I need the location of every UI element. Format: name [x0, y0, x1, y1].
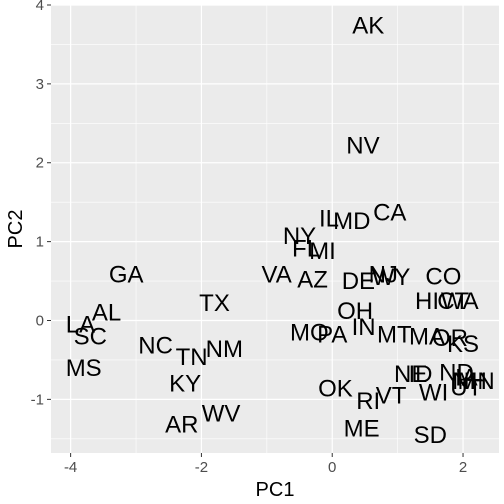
state-label-ca: CA: [373, 199, 406, 226]
y-tick-label: 3: [36, 76, 44, 93]
x-tick-label: -2: [195, 459, 208, 476]
state-label-ut: UT: [450, 375, 482, 402]
state-label-tn: TN: [176, 344, 208, 371]
state-label-wa: WA: [441, 288, 479, 315]
state-label-vt: VT: [376, 382, 407, 409]
state-label-hi: HI: [415, 288, 439, 315]
state-label-ky: KY: [169, 371, 201, 398]
x-tick-label: 0: [328, 459, 336, 476]
y-tick-label: 1: [36, 234, 44, 251]
state-label-md: MD: [333, 208, 370, 235]
x-axis-ticks: -4 -2 0 2: [64, 453, 467, 476]
state-label-pa: PA: [317, 322, 347, 349]
state-label-az: AZ: [297, 266, 328, 293]
y-tick-label: 2: [36, 155, 44, 172]
y-tick-label: -1: [31, 391, 44, 408]
state-label-in: IN: [352, 314, 376, 341]
state-label-sc: SC: [74, 323, 107, 350]
state-label-co: CO: [425, 263, 461, 290]
state-label-de: DE: [342, 268, 375, 295]
state-label-nm: NM: [206, 336, 243, 363]
y-tick-label: 4: [36, 0, 44, 14]
state-label-ga: GA: [109, 262, 144, 289]
state-label-ms: MS: [66, 355, 102, 382]
state-label-me: ME: [344, 416, 380, 443]
state-label-ok: OK: [318, 375, 353, 402]
y-axis-ticks: -1 0 1 2 3 4: [31, 0, 51, 408]
x-tick-label: 2: [459, 459, 467, 476]
state-label-wv: WV: [202, 401, 241, 428]
state-label-va: VA: [262, 262, 292, 289]
state-label-ri: RI: [356, 388, 380, 415]
state-label-ks: KS: [447, 331, 479, 358]
state-label-mi: MI: [309, 238, 336, 265]
state-label-nc: NC: [138, 333, 173, 360]
state-label-ar: AR: [165, 412, 198, 439]
y-tick-label: 0: [36, 312, 44, 329]
state-label-sd: SD: [414, 422, 447, 449]
y-axis-title: PC2: [5, 210, 27, 249]
x-tick-label: -4: [64, 459, 77, 476]
state-label-wi: WI: [419, 379, 448, 406]
x-axis-title: PC1: [256, 479, 295, 501]
state-label-nv: NV: [346, 132, 379, 159]
state-label-ak: AK: [352, 13, 384, 40]
state-label-mt: MT: [377, 322, 412, 349]
state-label-tx: TX: [199, 290, 230, 317]
state-label-wy: WY: [372, 264, 411, 291]
